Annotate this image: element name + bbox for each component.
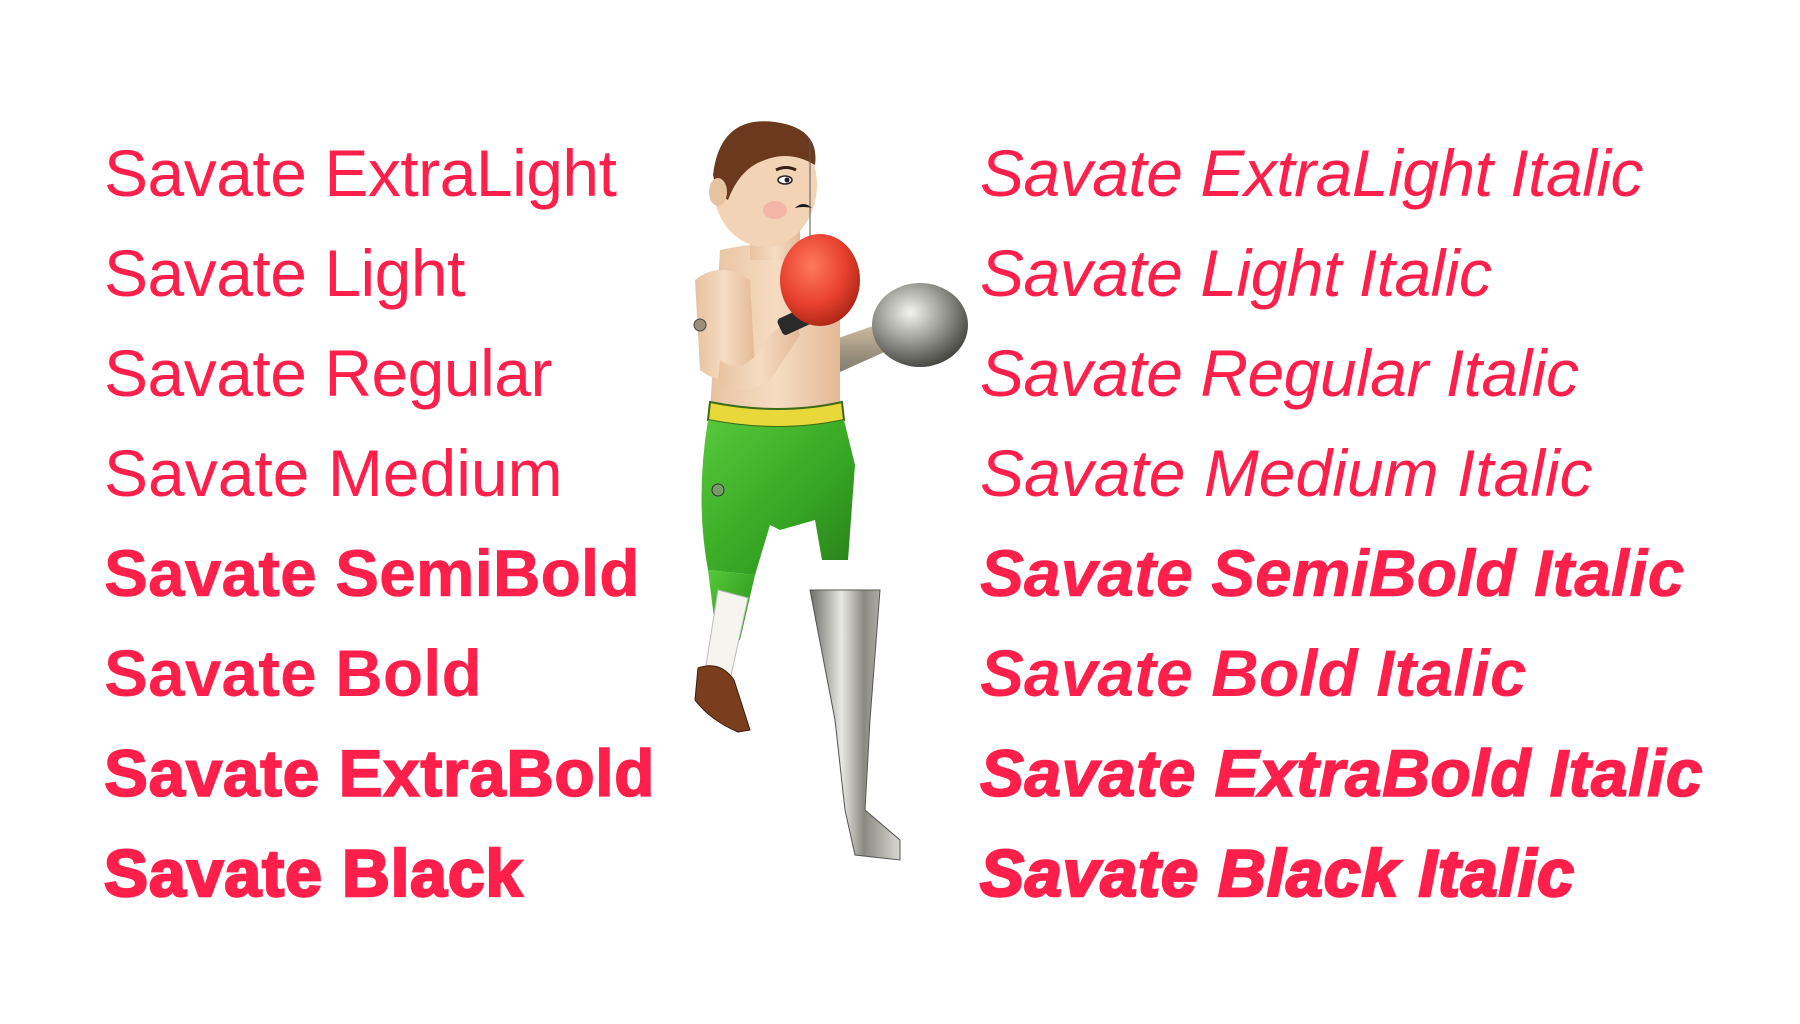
metal-glove (872, 283, 968, 367)
shoulder-rivet (693, 318, 707, 332)
metal-leg (809, 589, 901, 861)
ear (709, 178, 727, 206)
mustache (795, 204, 812, 208)
style-label-black: Savate Black (103, 836, 524, 910)
hair (713, 121, 816, 200)
shoe (694, 665, 751, 733)
hip-rivet (711, 483, 725, 497)
style-label-extralight: Savate ExtraLight (104, 136, 617, 210)
style-label-black-italic: Savate Black Italic (979, 836, 1576, 910)
style-label-extrabold: Savate ExtraBold (103, 736, 655, 810)
style-label-bold: Savate Bold (104, 636, 482, 710)
eyebrow (775, 166, 797, 172)
style-label-bold-italic: Savate Bold Italic (980, 636, 1527, 710)
style-label-extrabold-italic: Savate ExtraBold Italic (979, 736, 1704, 810)
style-label-semibold: Savate SemiBold (104, 536, 640, 610)
red-glove (780, 234, 860, 326)
style-label-light: Savate Light (104, 236, 465, 310)
front-arm (695, 270, 755, 380)
style-label-medium: Savate Medium (104, 436, 563, 510)
style-label-extralight-italic: Savate ExtraLight Italic (980, 136, 1644, 210)
style-label-medium-italic: Savate Medium Italic (980, 436, 1593, 510)
style-label-semibold-italic: Savate SemiBold Italic (980, 536, 1685, 610)
pupil (784, 177, 790, 183)
forearm (718, 315, 800, 391)
tin-toy-boxer-illustration (693, 121, 968, 861)
style-label-regular: Savate Regular (104, 336, 552, 410)
cheek (763, 201, 787, 219)
style-label-light-italic: Savate Light Italic (980, 236, 1492, 310)
style-label-regular-italic: Savate Regular Italic (980, 336, 1579, 410)
shorts (701, 420, 855, 575)
